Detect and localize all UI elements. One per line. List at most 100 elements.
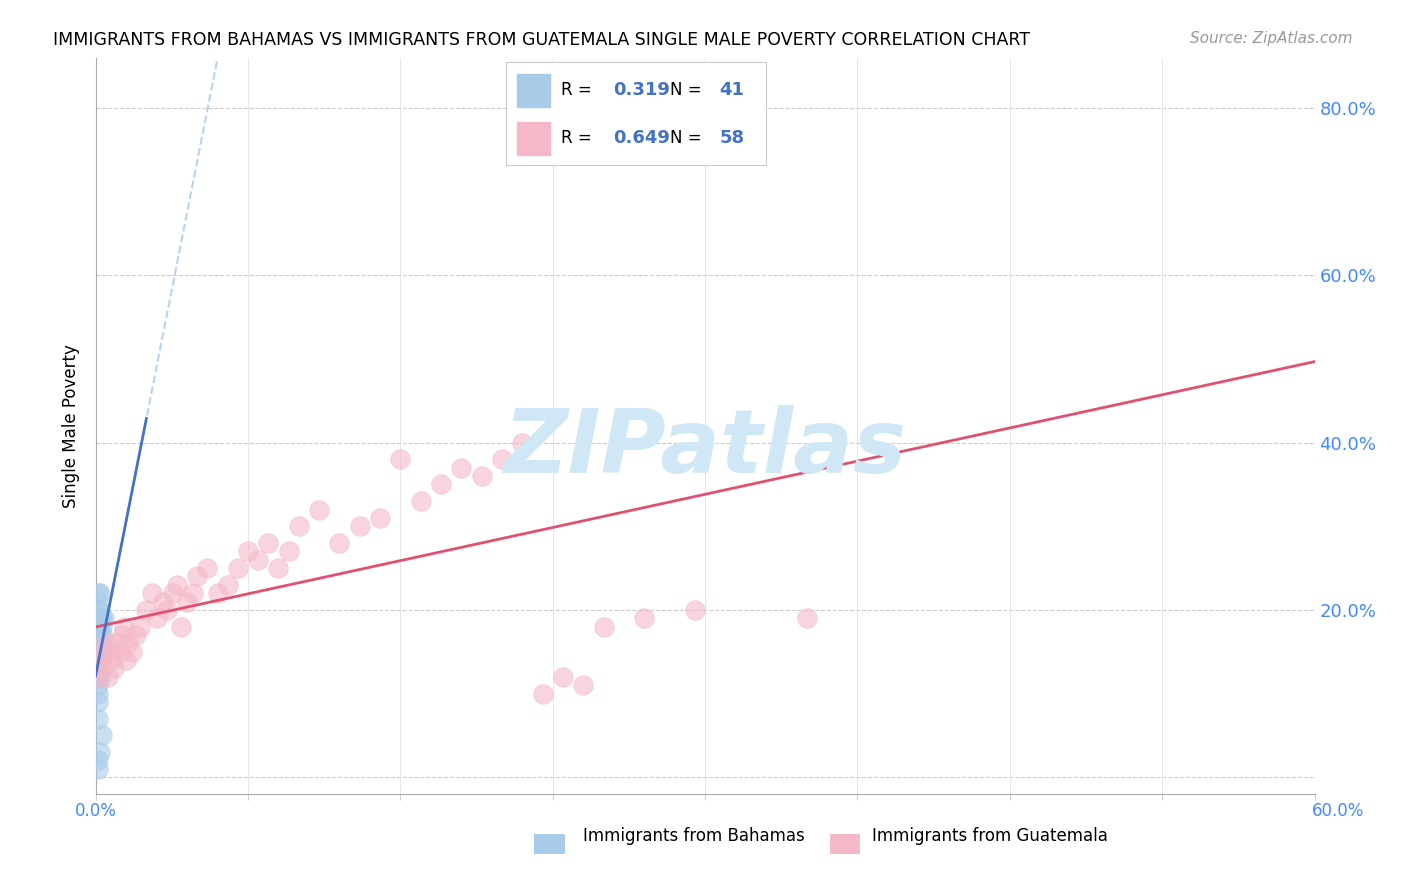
Point [86, 670, 108, 684]
Point [491, 452, 513, 467]
Point [86, 661, 108, 675]
Point [90, 611, 112, 625]
Text: Immigrants from Bahamas: Immigrants from Bahamas [583, 827, 806, 845]
Point [111, 628, 134, 642]
Point [90, 661, 112, 675]
Point [170, 619, 193, 633]
Bar [516, 74, 550, 106]
Text: 0.649: 0.649 [613, 129, 669, 147]
Point [108, 645, 131, 659]
Point [112, 619, 135, 633]
Point [510, 435, 533, 450]
Point [368, 511, 391, 525]
Point [115, 653, 138, 667]
Point [86, 661, 108, 675]
Point [86, 628, 108, 642]
Text: N =: N = [671, 129, 707, 147]
Point [86, 687, 108, 701]
Point [86, 670, 108, 684]
Point [195, 561, 218, 575]
Point [86, 695, 108, 709]
Point [89, 648, 111, 663]
Point [236, 544, 259, 558]
Point [90, 619, 112, 633]
Text: 0.0%: 0.0% [75, 802, 117, 820]
Point [104, 636, 127, 650]
Point [724, 143, 747, 157]
Point [389, 452, 412, 467]
Point [531, 687, 554, 701]
Point [93, 645, 115, 659]
Point [141, 586, 163, 600]
Point [328, 536, 350, 550]
Point [217, 578, 239, 592]
Point [89, 645, 111, 659]
Point [152, 594, 174, 608]
Point [86, 670, 108, 684]
Point [247, 552, 270, 567]
Point [90, 728, 112, 742]
Point [572, 678, 595, 692]
Point [267, 561, 290, 575]
Point [89, 670, 111, 684]
Point [86, 661, 108, 675]
Text: 58: 58 [720, 129, 745, 147]
Point [89, 636, 111, 650]
Point [89, 619, 111, 633]
Point [89, 653, 111, 667]
Y-axis label: Single Male Poverty: Single Male Poverty [62, 344, 80, 508]
Point [592, 619, 614, 633]
Point [89, 586, 111, 600]
Point [349, 519, 371, 533]
Point [633, 611, 655, 625]
Point [121, 645, 143, 659]
Text: R =: R = [561, 129, 596, 147]
Text: 0.319: 0.319 [613, 81, 669, 99]
Point [89, 636, 111, 650]
Point [450, 460, 472, 475]
Text: IMMIGRANTS FROM BAHAMAS VS IMMIGRANTS FROM GUATEMALA SINGLE MALE POVERTY CORRELA: IMMIGRANTS FROM BAHAMAS VS IMMIGRANTS FR… [53, 31, 1031, 49]
Text: 60.0%: 60.0% [1312, 802, 1365, 820]
Point [162, 586, 184, 600]
Point [277, 544, 299, 558]
Point [103, 661, 125, 675]
Point [308, 502, 330, 516]
Point [98, 645, 121, 659]
Point [683, 603, 706, 617]
Point [86, 586, 108, 600]
Point [86, 594, 108, 608]
Point [89, 645, 111, 659]
Point [86, 645, 108, 659]
Point [288, 519, 311, 533]
Text: R =: R = [561, 81, 596, 99]
Point [176, 594, 198, 608]
Point [86, 603, 108, 617]
Point [86, 628, 108, 642]
Text: N =: N = [671, 81, 707, 99]
Point [186, 569, 208, 583]
Text: Source: ZipAtlas.com: Source: ZipAtlas.com [1189, 31, 1353, 46]
Text: ZIPatlas: ZIPatlas [503, 404, 907, 491]
Point [89, 653, 111, 667]
Point [89, 653, 111, 667]
Point [181, 586, 204, 600]
Point [207, 586, 229, 600]
Point [145, 611, 167, 625]
Point [125, 628, 148, 642]
Point [86, 636, 108, 650]
Point [796, 611, 818, 625]
Point [86, 648, 108, 663]
Point [93, 611, 115, 625]
Point [86, 762, 108, 776]
Point [86, 661, 108, 675]
Point [551, 670, 574, 684]
Point [90, 636, 112, 650]
Point [89, 653, 111, 667]
Point [166, 578, 188, 592]
Point [101, 653, 124, 667]
Point [86, 712, 108, 726]
Point [129, 619, 152, 633]
Point [89, 745, 111, 759]
Point [86, 678, 108, 692]
Point [86, 640, 108, 655]
